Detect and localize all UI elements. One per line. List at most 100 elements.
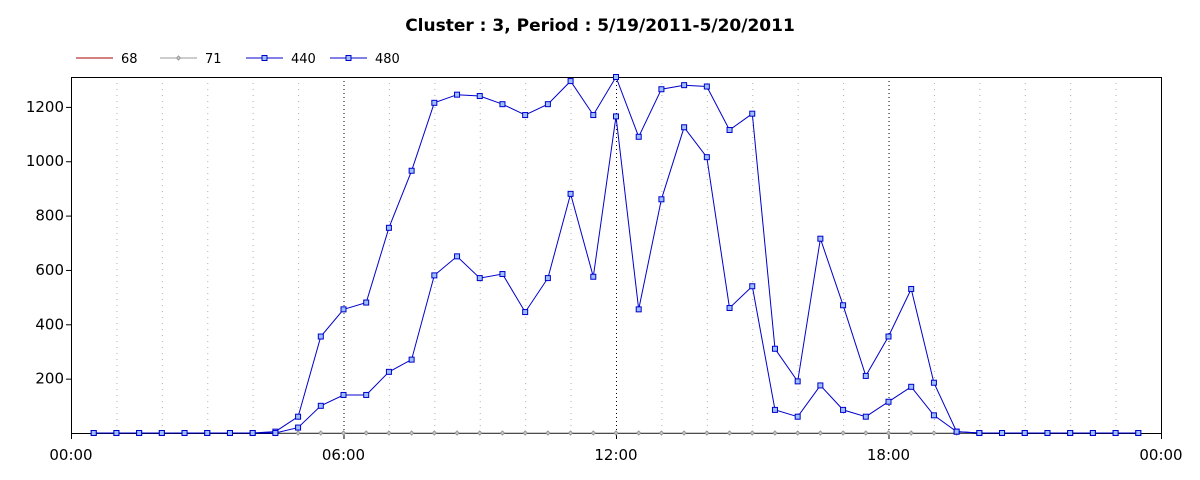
series-440-point (681, 82, 688, 89)
legend: 68 71 440 480 (76, 52, 400, 67)
x-tick-label: 00:00 (1139, 446, 1182, 464)
series-480-point (999, 430, 1006, 436)
series-480-point (794, 413, 801, 420)
series-71-point (613, 430, 619, 436)
series-71-point (704, 430, 710, 436)
series-440-point (408, 167, 415, 174)
series-480-point (317, 402, 324, 409)
series-480-point (726, 304, 733, 311)
series-480-point (703, 154, 710, 161)
y-tick-label: 800 (35, 207, 64, 225)
legend-item-480-label: 480 (375, 52, 400, 67)
series-480-point (385, 368, 392, 375)
legend-item-440: 440 (246, 52, 316, 67)
series-440-point (794, 378, 801, 385)
series-71-point (772, 430, 778, 436)
x-tick-label: 12:00 (594, 446, 637, 464)
chart-title: Cluster : 3, Period : 5/19/2011-5/20/201… (405, 16, 795, 36)
series-440-point (862, 372, 869, 379)
series-group (90, 74, 1142, 436)
series-71-point (885, 430, 892, 436)
series-71-point (499, 430, 506, 436)
x-tick-label: 00:00 (49, 446, 92, 464)
series-480-point (1044, 430, 1051, 436)
series-71-point (840, 430, 846, 436)
series-480-point (749, 283, 756, 290)
legend-item-480-marker (345, 55, 352, 61)
series-440-point (726, 126, 733, 133)
series-71-point (590, 430, 596, 436)
series-440-point (885, 333, 892, 340)
series-480-point (454, 253, 461, 260)
legend-item-480: 480 (330, 52, 400, 67)
series-71-point (431, 430, 438, 436)
series-440-point (930, 379, 937, 386)
series-71-point (363, 430, 369, 436)
series-440-point (908, 285, 915, 292)
series-71-point (681, 430, 687, 436)
series-480-point (862, 413, 869, 420)
series-480-point (499, 271, 506, 278)
series-480-point (158, 430, 165, 436)
series-440-point (817, 235, 824, 242)
grid-lines (116, 77, 1117, 433)
series-480-point (226, 430, 233, 436)
series-480-point (431, 272, 438, 279)
series-440-point (295, 413, 302, 420)
series-440-point (613, 74, 619, 80)
series-480-point (204, 430, 211, 436)
series-480-point (658, 196, 665, 203)
series-480-point (771, 406, 778, 413)
series-480-point (567, 190, 574, 197)
series-480-point (1021, 430, 1028, 436)
series-71-point (749, 430, 755, 436)
series-71-point (454, 430, 460, 436)
plot-frame (71, 77, 1162, 434)
series-480-point (976, 430, 983, 436)
series-71-point (567, 430, 574, 436)
series-480-point (272, 430, 279, 436)
series-480-point (1089, 430, 1096, 436)
series-480-point (840, 406, 847, 413)
series-480-point (363, 391, 370, 398)
series-480-point (930, 412, 937, 419)
series-440-point (567, 78, 574, 85)
series-71-point (386, 430, 392, 436)
series-71-point (931, 430, 937, 436)
series-480-point (408, 356, 415, 363)
series-480-point (544, 275, 551, 282)
y-tick-label: 600 (35, 261, 64, 279)
series-71-point (522, 430, 528, 436)
series-480-point (1135, 430, 1142, 436)
series-440-point (544, 101, 551, 108)
y-tick-label: 1000 (26, 152, 64, 170)
series-71-point (726, 430, 733, 436)
series-480-point (953, 428, 960, 435)
series-440-point (385, 224, 392, 231)
series-480-point (113, 430, 120, 436)
series-480-point (90, 430, 97, 436)
series-480-point (885, 398, 892, 405)
series-480-point (136, 430, 143, 436)
series-480-point (681, 124, 688, 131)
x-tick-label: 18:00 (867, 446, 910, 464)
series-440-point (454, 91, 461, 98)
series-71-point (794, 430, 801, 436)
legend-item-71-marker (175, 55, 182, 61)
series-71-point (295, 430, 301, 436)
series-440-point (771, 345, 778, 352)
series-480-point (908, 383, 915, 390)
series-71-point (817, 430, 824, 436)
legend-item-68: 68 (76, 52, 138, 67)
legend-item-71: 71 (160, 52, 222, 67)
series-440-point (317, 333, 324, 340)
series-480-point (613, 113, 619, 120)
series-440-point (363, 299, 370, 306)
series-480-point (476, 275, 483, 282)
series-440-point (340, 306, 347, 313)
series-71-point (658, 430, 665, 436)
series-71-point (408, 430, 415, 436)
tick-labels: 00:00 06:00 12:00 18:00 00:00 200 400 600 800 100… (26, 98, 1183, 464)
y-tick-label: 200 (35, 370, 64, 388)
